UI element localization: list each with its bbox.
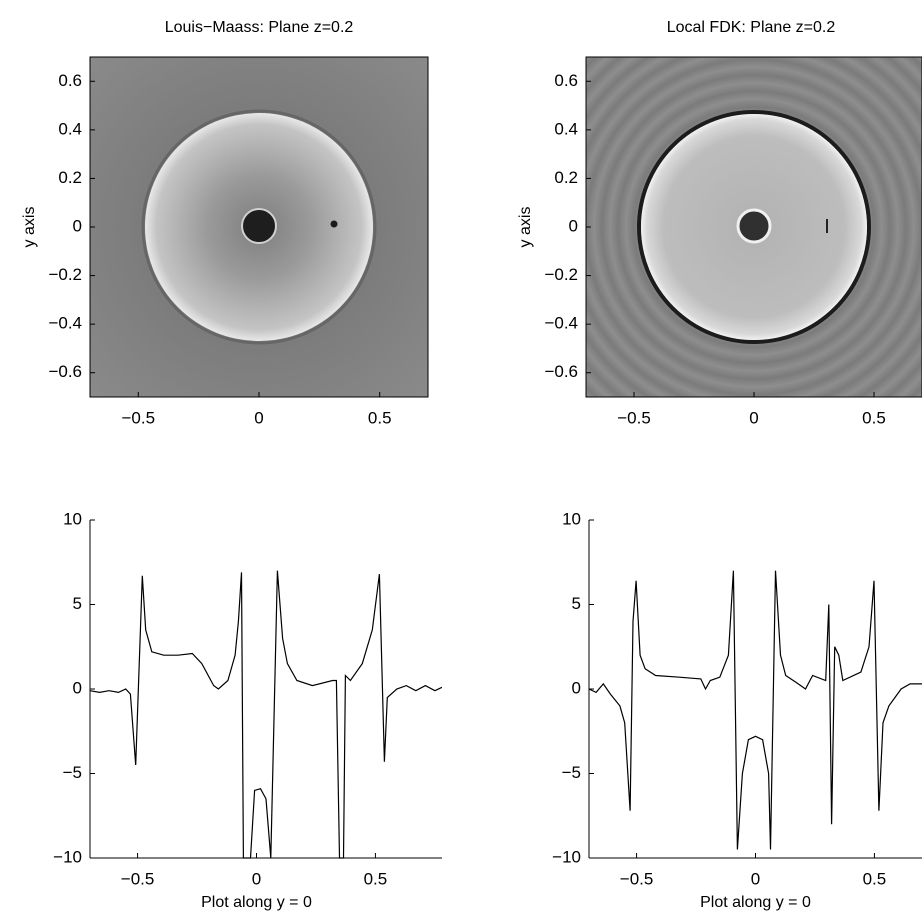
inner-object [736, 208, 772, 244]
x-tick-label: 0.5 [862, 408, 886, 427]
y-tick-label: −5 [562, 763, 581, 782]
x-axis-label: Plot along y = 0 [201, 894, 312, 911]
chart-title: Local FDK: Plane z=0.2 [667, 19, 836, 36]
x-axis-label: Plot along y = 0 [700, 894, 811, 911]
y-tick-label: 10 [562, 509, 581, 528]
outer-ring [141, 109, 377, 345]
x-tick-label: −0.5 [121, 869, 155, 888]
y-tick-label: 0 [569, 216, 578, 235]
y-tick-label: 0 [572, 678, 581, 697]
y-axis-label: y axis [21, 207, 38, 248]
y-tick-label: −0.4 [544, 314, 578, 333]
y-tick-label: −0.4 [48, 314, 82, 333]
inner-object [241, 208, 277, 244]
x-tick-label: −0.5 [617, 408, 651, 427]
x-tick-label: 0.5 [364, 869, 388, 888]
y-tick-label: 0.4 [58, 119, 82, 138]
y-tick-label: −0.2 [544, 265, 578, 284]
chart-title: Louis−Maass: Plane z=0.2 [165, 19, 354, 36]
data-line [90, 570, 442, 859]
y-tick-label: −0.6 [48, 362, 82, 381]
x-tick-label: 0 [751, 869, 760, 888]
x-tick-label: 0 [749, 408, 758, 427]
y-tick-label: 5 [73, 594, 82, 613]
y-tick-label: −10 [552, 847, 581, 866]
y-tick-label: 10 [63, 509, 82, 528]
x-tick-label: −0.5 [620, 869, 654, 888]
y-tick-label: 0.2 [554, 168, 578, 187]
y-tick-label: 5 [572, 594, 581, 613]
x-tick-label: −0.5 [122, 408, 156, 427]
y-tick-label: 0.6 [58, 71, 82, 90]
image-panel [90, 57, 428, 397]
y-tick-label: 0 [73, 678, 82, 697]
y-axis-label: y axis [517, 207, 534, 248]
x-tick-label: 0.5 [368, 408, 392, 427]
x-tick-label: 0 [252, 869, 261, 888]
y-tick-label: −10 [53, 847, 82, 866]
image-panel [586, 57, 922, 397]
y-tick-label: 0.2 [58, 168, 82, 187]
data-line [589, 570, 922, 850]
y-tick-label: −0.6 [544, 362, 578, 381]
y-tick-label: 0.6 [554, 71, 578, 90]
x-tick-label: 0.5 [863, 869, 887, 888]
y-tick-label: −5 [63, 763, 82, 782]
small-object [330, 220, 338, 228]
y-tick-label: 0.4 [554, 119, 578, 138]
y-tick-label: 0 [73, 216, 82, 235]
x-tick-label: 0 [254, 408, 263, 427]
y-tick-label: −0.2 [48, 265, 82, 284]
outer-ring [637, 110, 871, 344]
